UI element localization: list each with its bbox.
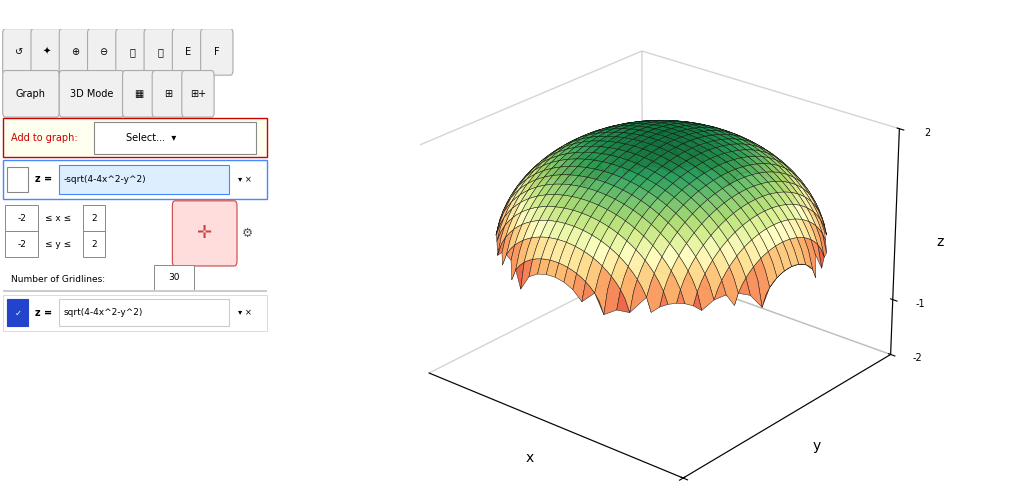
Text: Number of Gridlines:: Number of Gridlines: xyxy=(11,276,104,285)
FancyBboxPatch shape xyxy=(84,231,105,257)
Text: z =: z = xyxy=(35,174,52,184)
Text: ✓: ✓ xyxy=(14,308,22,318)
FancyBboxPatch shape xyxy=(201,29,232,75)
Text: ⚙: ⚙ xyxy=(242,227,253,240)
Text: z =: z = xyxy=(35,308,52,318)
Text: -2: -2 xyxy=(17,213,26,223)
Text: ↺: ↺ xyxy=(14,47,23,57)
Text: E: E xyxy=(185,47,191,57)
FancyBboxPatch shape xyxy=(7,299,29,327)
Text: 2: 2 xyxy=(91,213,97,223)
Text: ⊞+: ⊞+ xyxy=(189,89,206,99)
FancyBboxPatch shape xyxy=(3,295,266,331)
Text: ▾ ×: ▾ × xyxy=(239,175,252,184)
FancyBboxPatch shape xyxy=(87,29,120,75)
FancyBboxPatch shape xyxy=(3,119,266,157)
FancyBboxPatch shape xyxy=(123,71,155,117)
FancyBboxPatch shape xyxy=(3,71,59,117)
Y-axis label: y: y xyxy=(813,439,821,453)
FancyBboxPatch shape xyxy=(172,201,237,266)
Text: ⌖: ⌖ xyxy=(129,47,135,57)
Text: ▦: ▦ xyxy=(134,89,143,99)
FancyBboxPatch shape xyxy=(3,161,266,199)
Text: ⊕: ⊕ xyxy=(72,47,80,57)
Text: ✦: ✦ xyxy=(43,47,51,57)
FancyBboxPatch shape xyxy=(7,167,29,193)
FancyBboxPatch shape xyxy=(94,122,256,154)
FancyBboxPatch shape xyxy=(59,299,229,327)
FancyBboxPatch shape xyxy=(154,265,194,290)
Text: ✛: ✛ xyxy=(196,224,211,243)
FancyBboxPatch shape xyxy=(172,29,205,75)
FancyBboxPatch shape xyxy=(144,29,176,75)
Text: ⊞: ⊞ xyxy=(164,89,172,99)
FancyBboxPatch shape xyxy=(153,71,184,117)
FancyBboxPatch shape xyxy=(5,231,38,257)
FancyBboxPatch shape xyxy=(84,206,105,231)
FancyBboxPatch shape xyxy=(5,206,38,231)
Text: 🔍: 🔍 xyxy=(158,47,163,57)
Text: sqrt(4-4x^2-y^2): sqrt(4-4x^2-y^2) xyxy=(63,308,142,318)
Text: ⊖: ⊖ xyxy=(99,47,108,57)
FancyBboxPatch shape xyxy=(3,29,35,75)
Text: 2: 2 xyxy=(91,240,97,248)
Text: -sqrt(4-4x^2-y^2): -sqrt(4-4x^2-y^2) xyxy=(63,175,145,184)
FancyBboxPatch shape xyxy=(59,165,229,194)
FancyBboxPatch shape xyxy=(116,29,148,75)
Text: ☰: ☰ xyxy=(10,5,27,23)
FancyBboxPatch shape xyxy=(31,29,63,75)
Text: Welcome to CalcPlot3D!: Welcome to CalcPlot3D! xyxy=(390,5,634,23)
Text: Graph: Graph xyxy=(16,89,46,99)
FancyBboxPatch shape xyxy=(182,71,214,117)
Text: Add to graph:: Add to graph: xyxy=(11,132,78,143)
X-axis label: x: x xyxy=(525,451,534,465)
Text: ≤ y ≤: ≤ y ≤ xyxy=(45,240,71,248)
Text: ▾ ×: ▾ × xyxy=(239,308,252,318)
Bar xyxy=(3,289,266,291)
Text: Select...  ▾: Select... ▾ xyxy=(126,133,176,143)
FancyBboxPatch shape xyxy=(59,71,124,117)
Text: -2: -2 xyxy=(17,240,26,248)
Text: F: F xyxy=(214,47,219,57)
FancyBboxPatch shape xyxy=(59,29,91,75)
Text: 3D Mode: 3D Mode xyxy=(70,89,114,99)
Text: ≤ x ≤: ≤ x ≤ xyxy=(45,213,71,223)
Text: 30: 30 xyxy=(168,273,179,282)
